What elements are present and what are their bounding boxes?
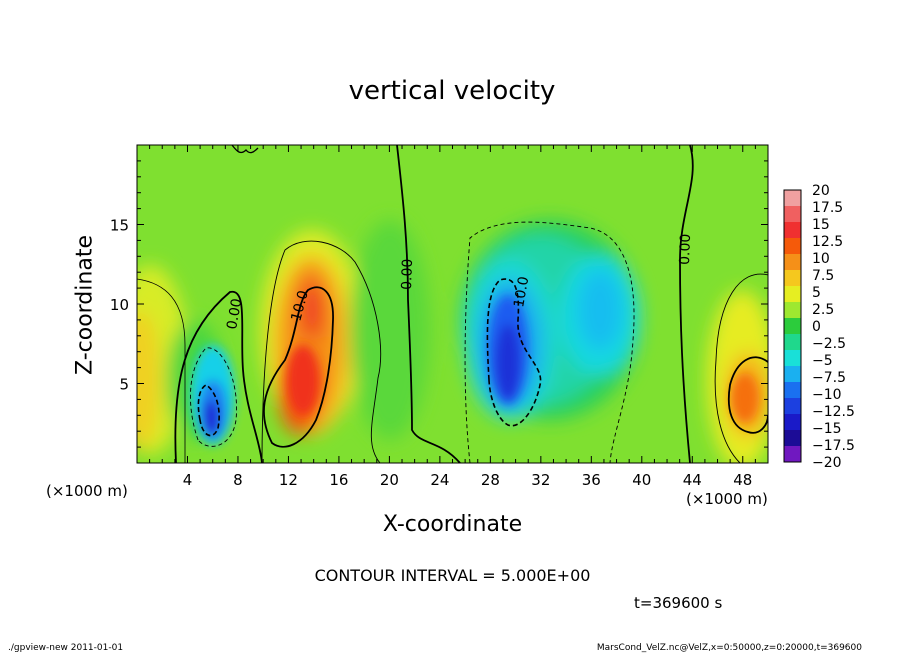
contour-minus5-2 xyxy=(464,221,635,463)
x-tick-label: 20 xyxy=(380,471,399,489)
contour-5-2 xyxy=(714,273,768,463)
contour-minus5-1 xyxy=(190,347,238,447)
x-tick-label: 28 xyxy=(481,471,500,489)
colorbar-swatch xyxy=(784,318,801,335)
x-ticks: 4 8 12 16 20 24 28 32 36 40 44 48 xyxy=(149,145,756,489)
colorbar-swatch xyxy=(784,366,801,383)
colorbar-swatch xyxy=(784,398,801,415)
colorbar-swatch xyxy=(784,430,801,447)
colorbar-label: 7.5 xyxy=(812,268,834,284)
colorbar: 2017.51512.5107.552.50−2.5−5−7.5−10−12.5… xyxy=(783,183,855,471)
colorbar-swatch xyxy=(784,382,801,399)
time-stamp: t=369600 s xyxy=(634,594,723,612)
colorbar-label: −20 xyxy=(812,455,842,471)
contour-minus10-2 xyxy=(486,278,542,427)
contour-zero-2 xyxy=(396,145,461,463)
contour-top-noise xyxy=(231,145,259,154)
colorbar-swatch xyxy=(784,206,801,223)
x-tick-label: 4 xyxy=(183,471,193,489)
y-axis-label: Z-coordinate xyxy=(72,235,98,375)
colorbar-label: 17.5 xyxy=(812,200,843,216)
x-tick-label: 24 xyxy=(430,471,449,489)
colorbar-label: −7.5 xyxy=(812,370,846,386)
x-axis-label: X-coordinate xyxy=(382,512,523,537)
x-tick-label: 44 xyxy=(683,471,702,489)
contour-labels: 0.00 0.00 0.00 10.0 10.0 xyxy=(224,233,694,330)
colorbar-swatch xyxy=(784,222,801,239)
y-tick-label: 15 xyxy=(110,217,129,235)
colorbar-swatch xyxy=(784,286,801,303)
y-axis-unit: (×1000 m) xyxy=(46,482,128,500)
contour-label-ten-1: 10.0 xyxy=(288,289,312,323)
colorbar-swatch xyxy=(784,446,801,463)
x-tick-label: 8 xyxy=(233,471,243,489)
field-background xyxy=(137,145,768,463)
contour-label-zero-1: 0.00 xyxy=(224,297,245,330)
colorbar-swatch xyxy=(784,334,801,351)
contours xyxy=(137,145,768,463)
colorbar-swatch xyxy=(784,238,801,255)
contour-minus10-1 xyxy=(197,384,220,437)
y-tick-label: 5 xyxy=(119,376,129,394)
y-ticks: 5 10 15 xyxy=(110,160,768,448)
colorbar-label: −15 xyxy=(812,421,842,437)
colorbar-swatch xyxy=(784,414,801,431)
colorbar-swatch xyxy=(784,270,801,287)
y-tick-label: 10 xyxy=(110,296,129,314)
contour-label-zero-2: 0.00 xyxy=(399,258,416,290)
chart-title: vertical velocity xyxy=(348,76,556,106)
field xyxy=(137,145,768,463)
contour-label-zero-3: 0.00 xyxy=(677,233,694,265)
contour-zero-1 xyxy=(174,291,263,463)
colorbar-swatch xyxy=(784,350,801,367)
colorbar-label: 20 xyxy=(812,183,830,199)
footer-left: ./gpview-new 2011-01-01 xyxy=(8,643,124,653)
x-tick-label: 12 xyxy=(279,471,298,489)
footer-right: MarsCond_VelZ.nc@VelZ,x=0:50000,z=0:2000… xyxy=(596,643,862,653)
x-tick-label: 36 xyxy=(582,471,601,489)
colorbar-label: −17.5 xyxy=(812,438,855,454)
colorbar-swatch xyxy=(784,190,801,207)
colorbar-label: −10 xyxy=(812,387,842,403)
colorbar-label: −5 xyxy=(812,353,833,369)
colorbar-label: 0 xyxy=(812,319,821,335)
colorbar-swatch xyxy=(784,254,801,271)
contour-interval: CONTOUR INTERVAL = 5.000E+00 xyxy=(314,566,591,585)
colorbar-label: −12.5 xyxy=(812,404,855,420)
contour-5-left xyxy=(137,278,186,463)
contour-10-2 xyxy=(727,356,768,434)
colorbar-label: 5 xyxy=(812,285,821,301)
x-tick-label: 16 xyxy=(329,471,348,489)
contour-5-1 xyxy=(261,240,382,463)
x-tick-label: 40 xyxy=(632,471,651,489)
colorbar-label: 2.5 xyxy=(812,302,834,318)
colorbar-label: 12.5 xyxy=(812,234,843,250)
colorbar-label: 15 xyxy=(812,217,830,233)
colorbar-frame xyxy=(783,189,802,463)
contour-10-1 xyxy=(263,286,334,448)
x-axis-unit: (×1000 m) xyxy=(686,490,768,508)
x-tick-label: 48 xyxy=(733,471,752,489)
x-tick-label: 32 xyxy=(531,471,550,489)
colorbar-label: 10 xyxy=(812,251,830,267)
colorbar-swatch xyxy=(784,302,801,319)
contour-zero-3 xyxy=(679,145,694,463)
contour-label-ten-2: 10.0 xyxy=(511,275,532,308)
colorbar-label: −2.5 xyxy=(812,336,846,352)
